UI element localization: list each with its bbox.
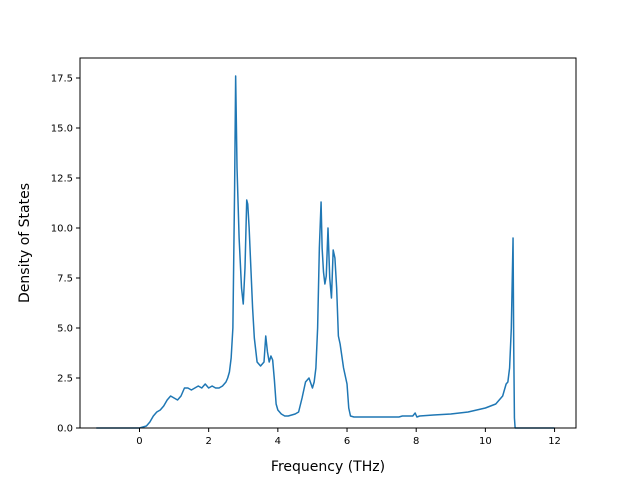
series-layer [96,75,555,429]
y-tick-label: 10.0 [51,224,73,235]
axes-frame [79,57,577,429]
y-ticks: 0.0 2.5 5.0 7.5 10.0 12.5 15.0 17.5 [51,74,80,435]
x-tick-label: 12 [548,436,561,447]
x-tick-label: 2 [205,436,211,447]
y-tick-label: 15.0 [51,124,73,135]
x-ticks: 0 2 4 6 8 10 12 [136,428,561,447]
y-tick-label: 0.0 [57,424,73,435]
y-tick-label: 2.5 [57,374,73,385]
y-tick-label: 7.5 [57,274,73,285]
dos-series-line [96,75,555,429]
x-tick-label: 0 [136,436,142,447]
y-tick-label: 12.5 [51,174,73,185]
x-axis-label: Frequency (THz) [271,459,385,475]
x-tick-label: 8 [413,436,419,447]
y-axis-label: Density of States [17,183,33,303]
y-tick-label: 17.5 [51,74,73,85]
x-tick-label: 6 [344,436,350,447]
x-tick-label: 10 [479,436,492,447]
x-tick-label: 4 [275,436,281,447]
y-tick-label: 5.0 [57,324,73,335]
